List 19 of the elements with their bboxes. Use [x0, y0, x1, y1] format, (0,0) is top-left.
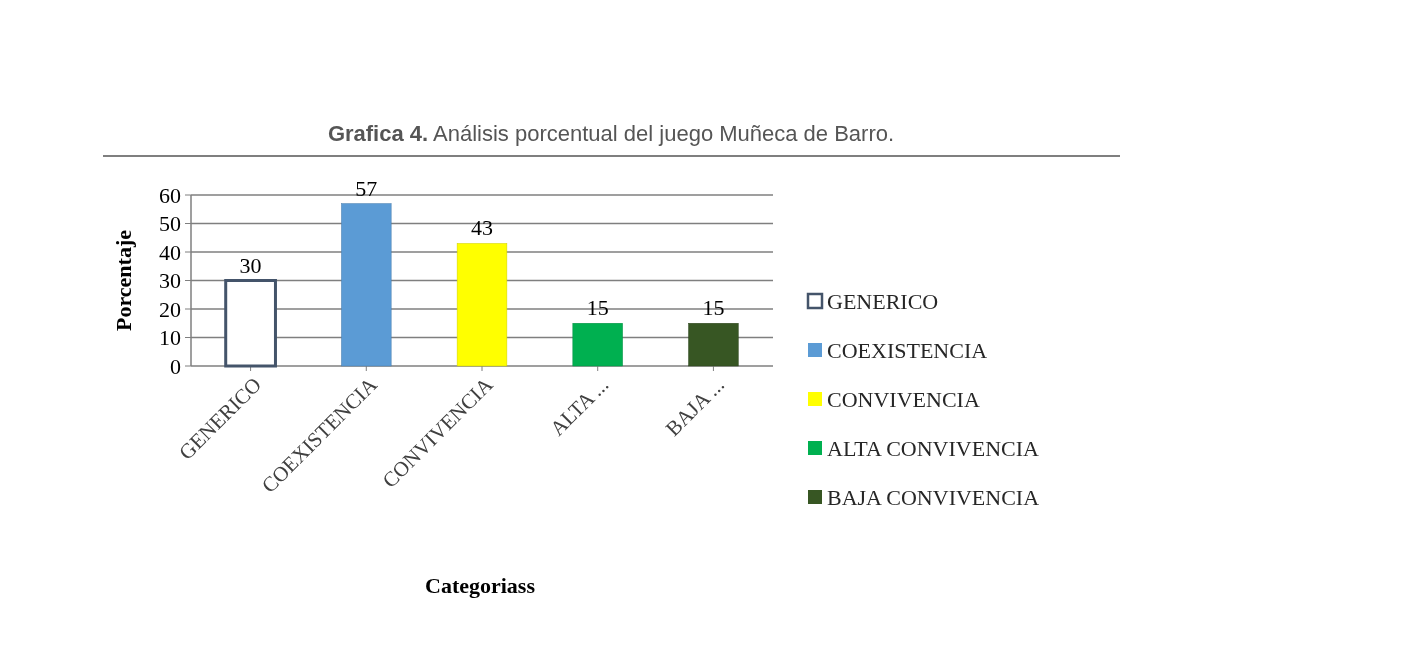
x-axis-title: Categoriass: [425, 573, 536, 598]
y-tick-label: 60: [159, 182, 181, 208]
legend-label: ALTA CONVIVENCIA: [827, 435, 1040, 461]
y-tick-label: 20: [159, 296, 181, 322]
y-tick-label: 50: [159, 211, 181, 237]
data-label: 43: [471, 215, 493, 241]
data-label: 30: [239, 252, 262, 278]
y-axis-title: Porcentaje: [111, 229, 136, 331]
legend-label: COEXISTENCIA: [827, 337, 988, 363]
legend-label: GENERICO: [827, 288, 939, 314]
y-tick-label: 40: [159, 239, 181, 265]
y-tick-label: 30: [159, 268, 181, 294]
legend-label: BAJA CONVIVENCIA: [827, 484, 1040, 510]
data-label: 57: [355, 175, 378, 201]
chart-title: Grafica 4. Análisis porcentual del juego Muñeca de Barro.: [327, 121, 895, 146]
data-label: 15: [702, 295, 725, 321]
y-tick-label: 0: [170, 353, 181, 379]
data-label: 15: [586, 295, 609, 321]
y-tick-label: 10: [159, 325, 181, 351]
